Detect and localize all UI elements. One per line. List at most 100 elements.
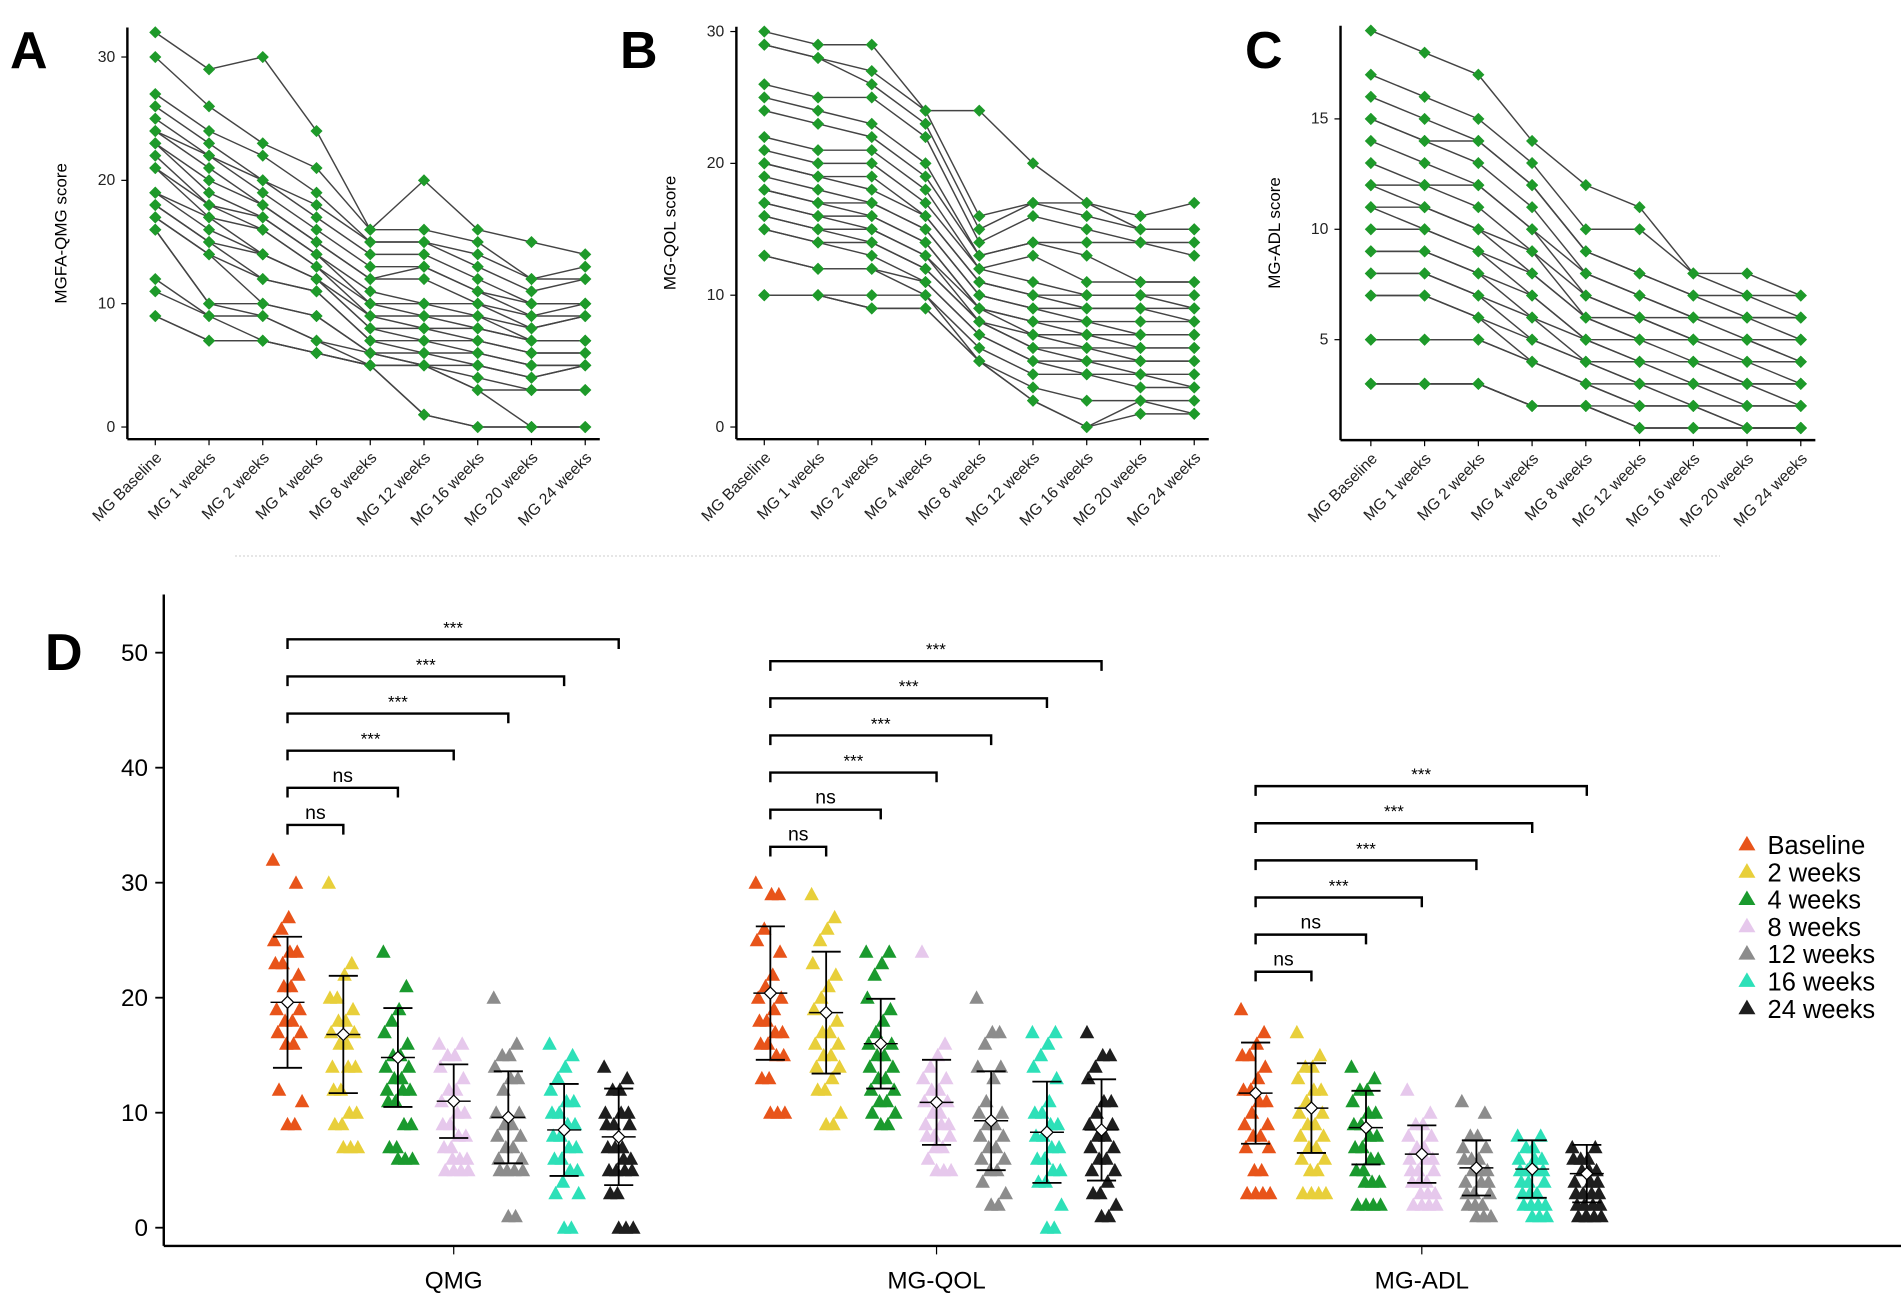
data-point — [1579, 311, 1592, 324]
patient-line — [262, 216, 317, 255]
significance-bracket — [769, 845, 828, 857]
patient-line — [1370, 74, 1425, 98]
patient-line — [154, 31, 210, 70]
scatter-point — [555, 1174, 571, 1188]
scatter-point — [1106, 1139, 1121, 1154]
patient-line — [978, 334, 1034, 362]
scatter-point — [1088, 1059, 1103, 1073]
scatter-point — [395, 1082, 411, 1096]
data-point — [1026, 315, 1040, 328]
data-point — [758, 78, 771, 91]
scatter-point — [919, 1128, 935, 1142]
significance-bracket — [1254, 822, 1534, 833]
significance-bracket — [286, 675, 566, 687]
data-point — [579, 334, 592, 347]
data-point — [865, 262, 878, 275]
data-point — [525, 371, 538, 384]
data-point — [417, 260, 431, 273]
patient-line — [1478, 228, 1533, 253]
data-point — [471, 420, 484, 434]
patient-line — [208, 155, 264, 194]
data-point — [149, 309, 162, 323]
scatter-point — [1261, 1139, 1277, 1154]
data-point — [1080, 394, 1093, 407]
data-point — [202, 186, 216, 199]
data-point — [1633, 289, 1646, 302]
data-point — [1526, 311, 1539, 324]
scatter-point — [1477, 1105, 1493, 1119]
patient-line — [208, 130, 264, 157]
scatter-point — [874, 955, 890, 970]
scatter-point — [1048, 1024, 1063, 1039]
data-point — [202, 63, 216, 76]
patient-line — [531, 364, 586, 379]
patient-line — [370, 315, 425, 330]
scatter-point — [917, 1093, 932, 1108]
scatter-point — [1516, 1197, 1531, 1211]
significance-label: *** — [899, 677, 919, 696]
scatter-point — [345, 1001, 361, 1016]
patient-line — [1032, 215, 1087, 230]
scatter-point — [918, 1116, 933, 1131]
data-point — [1364, 223, 1377, 236]
data-point — [1134, 368, 1147, 381]
legend-label: 4 weeks — [1768, 887, 1861, 915]
scatter-point — [382, 1139, 397, 1154]
patient-line — [924, 294, 980, 349]
scatter-point — [487, 1059, 503, 1073]
data-point — [579, 272, 592, 286]
scatter-point — [1027, 1105, 1043, 1119]
significance-label: *** — [1384, 802, 1404, 821]
data-point — [471, 285, 484, 298]
data-point — [1188, 328, 1201, 341]
scatter-point — [492, 1162, 508, 1177]
data-point — [919, 223, 932, 236]
scatter-point — [940, 1093, 955, 1108]
scatter-point — [491, 1151, 506, 1165]
scatter-point — [773, 990, 789, 1004]
patient-line — [208, 155, 264, 182]
data-point — [149, 161, 162, 175]
data-point — [310, 272, 323, 286]
patient-line — [1424, 250, 1479, 275]
patient-line — [262, 204, 317, 243]
scatter-point — [279, 1036, 294, 1050]
data-point — [1740, 311, 1754, 324]
scatter-point — [753, 1036, 768, 1050]
data-point — [758, 249, 771, 262]
patient-line — [1086, 334, 1141, 349]
scatter-point — [1082, 1116, 1097, 1131]
patient-line — [1086, 202, 1141, 230]
patient-line — [1477, 118, 1533, 164]
patient-line — [154, 315, 210, 342]
scatter-point — [596, 1059, 612, 1073]
data-point — [256, 50, 269, 64]
patient-line — [316, 192, 371, 243]
scatter-point — [1414, 1197, 1430, 1211]
patient-line — [1370, 184, 1425, 208]
data-point — [1364, 179, 1377, 192]
data-point — [919, 104, 932, 117]
scatter-point — [1306, 1082, 1322, 1096]
data-point — [865, 78, 878, 91]
data-point — [202, 137, 216, 150]
patient-line — [871, 96, 926, 138]
legend-marker — [1738, 945, 1756, 960]
scatter-point — [1473, 1174, 1489, 1188]
data-point — [1188, 394, 1201, 407]
scatter-point — [754, 1070, 770, 1085]
patient-line — [1032, 202, 1087, 217]
patient-line — [1477, 206, 1533, 252]
patient-line — [924, 294, 980, 362]
patient-line — [1424, 51, 1479, 76]
patient-line — [924, 228, 980, 296]
patient-line — [316, 290, 371, 342]
patient-line — [423, 241, 479, 268]
patient-line — [370, 327, 425, 342]
data-point — [310, 235, 323, 249]
scatter-point — [1234, 1047, 1250, 1062]
patient-line — [370, 339, 425, 354]
data-point — [579, 346, 592, 360]
patient-line — [154, 155, 210, 206]
data-point — [149, 211, 162, 224]
